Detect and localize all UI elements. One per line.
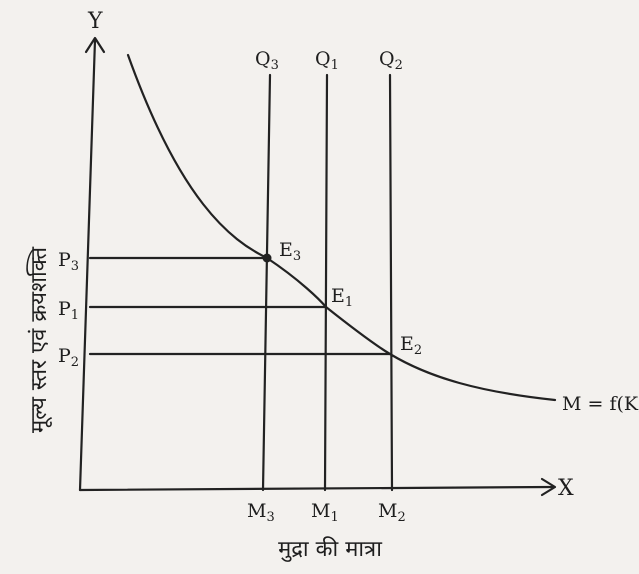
x-axis-arrowhead <box>540 477 557 497</box>
e2-label: E2 <box>400 333 422 358</box>
vertical-line-q3 <box>261 73 272 492</box>
q2-label: Q2 <box>379 48 403 73</box>
point-e3 <box>262 253 272 263</box>
y-axis-symbol: Y <box>87 9 103 34</box>
y-axis-arrowhead <box>84 36 106 54</box>
x-axis-label: मुद्रा की मात्रा <box>278 536 382 562</box>
y-axis-label: मूल्य स्तर एवं क्रयशक्ति <box>26 246 53 433</box>
y-axis <box>78 38 97 492</box>
q3-label: Q3 <box>255 48 279 73</box>
e3-label: E3 <box>279 239 301 264</box>
p2-label: P2 <box>58 345 79 370</box>
p1-label: P1 <box>58 298 79 323</box>
m1-label: M1 <box>311 500 339 525</box>
curve-label: M = f(K, R) <box>562 393 639 415</box>
x-axis <box>78 485 555 492</box>
x-axis-symbol: X <box>558 476 574 501</box>
q1-label: Q1 <box>315 48 339 73</box>
vertical-line-q1 <box>323 73 329 492</box>
e1-label: E1 <box>331 285 353 310</box>
m2-label: M2 <box>378 500 406 525</box>
money-demand-curve <box>126 53 557 402</box>
vertical-line-q2 <box>388 73 394 492</box>
m3-label: M3 <box>247 500 275 525</box>
p3-label: P3 <box>58 249 79 274</box>
